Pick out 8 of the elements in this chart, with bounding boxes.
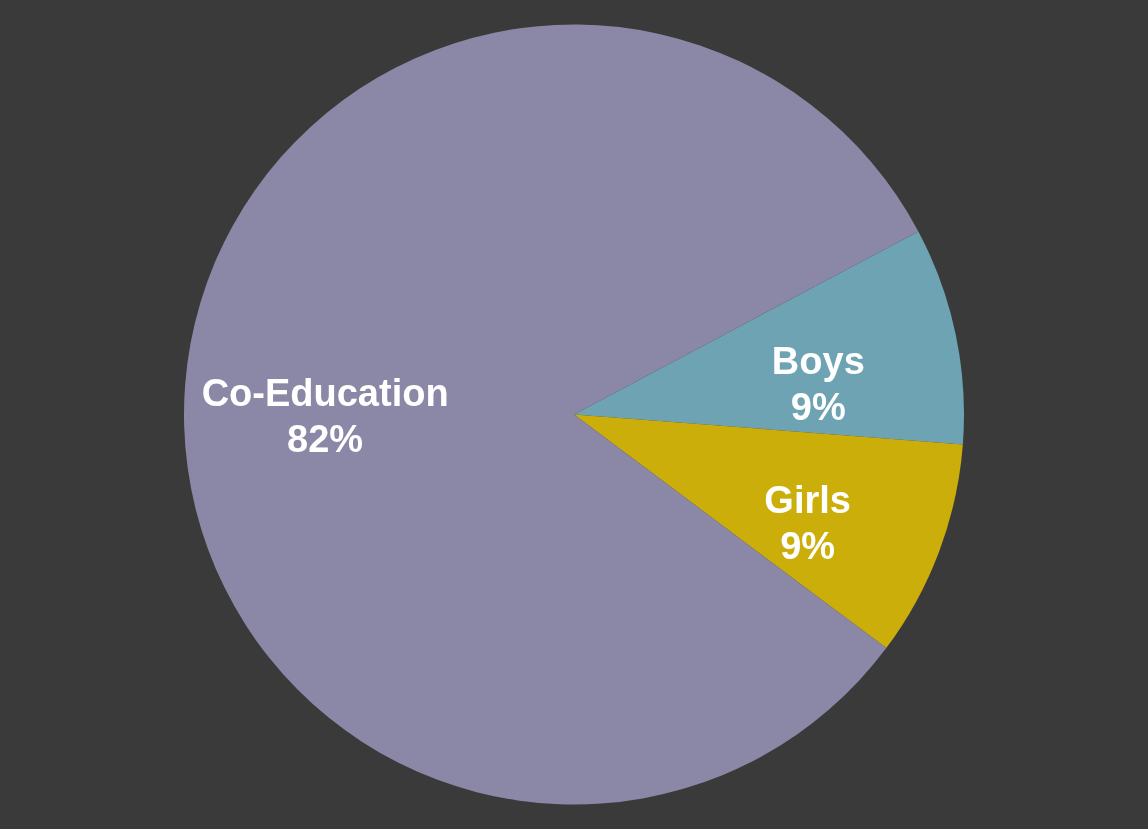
slice-label: Co-Education bbox=[201, 372, 449, 415]
data-label: 9% bbox=[780, 525, 836, 568]
slice-label: Girls bbox=[764, 479, 851, 522]
data-label: 9% bbox=[790, 386, 846, 429]
pie-slice bbox=[184, 25, 919, 805]
pie-slice bbox=[574, 231, 964, 445]
data-label: 82% bbox=[287, 418, 364, 461]
slice-label: Boys bbox=[771, 340, 865, 383]
